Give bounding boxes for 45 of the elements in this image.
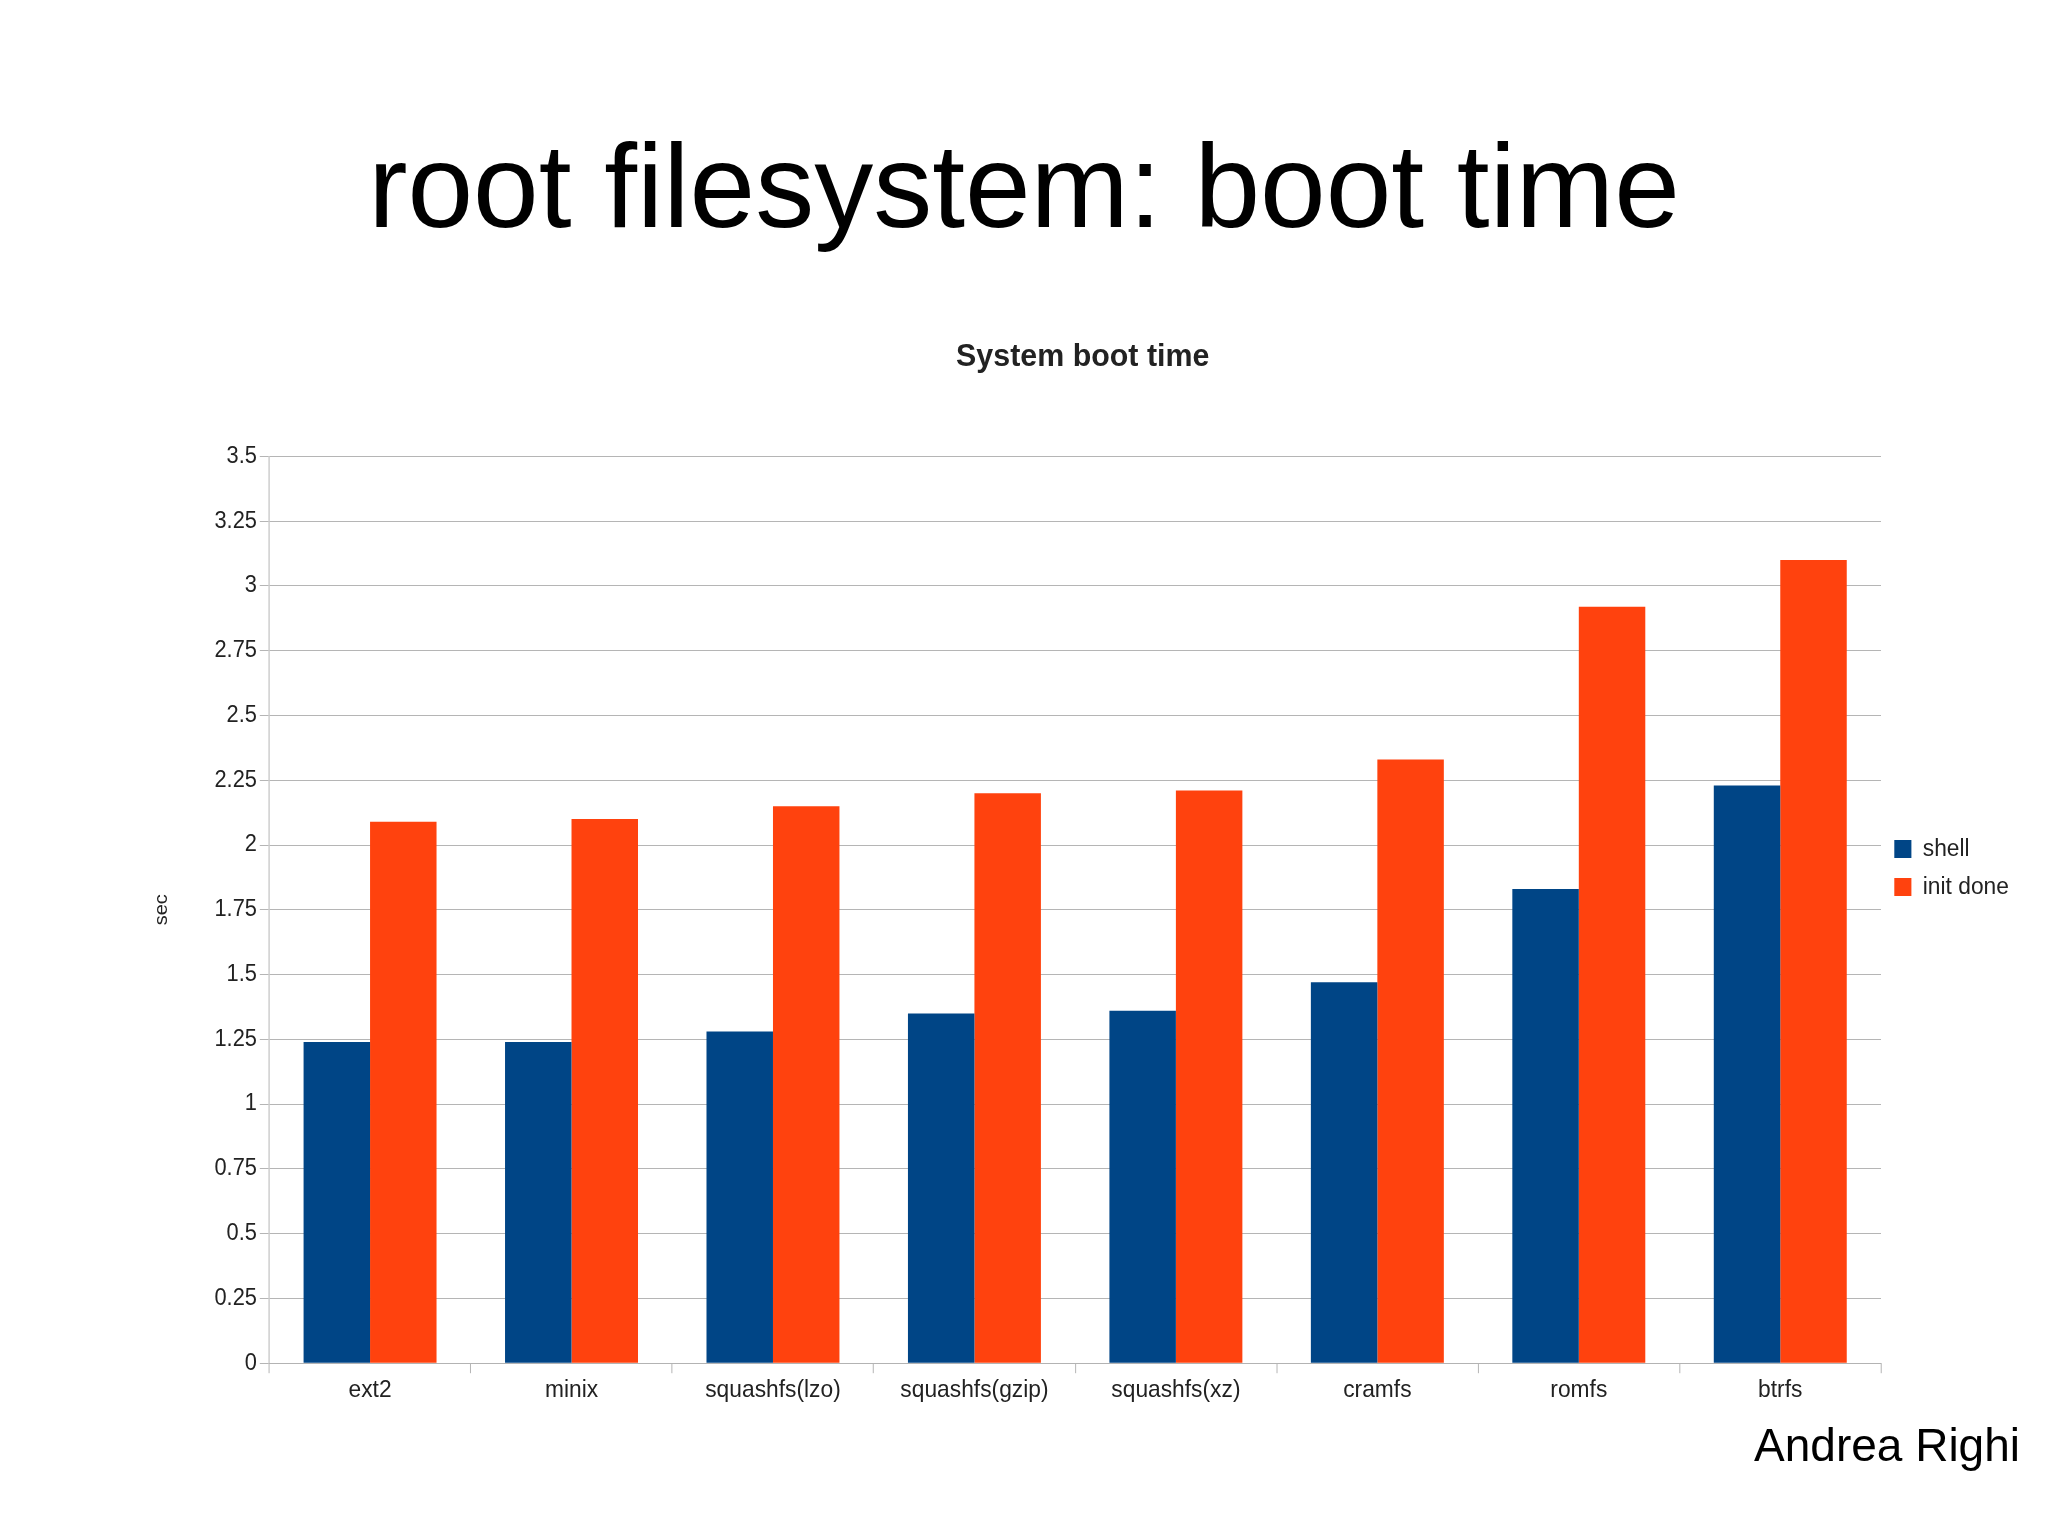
x-tick-label: btrfs: [1758, 1375, 1803, 1403]
x-tick-label: squashfs(gzip): [900, 1375, 1049, 1403]
bar: [1578, 606, 1646, 1363]
bar: [772, 806, 840, 1363]
x-tick-label: squashfs(xz): [1111, 1375, 1241, 1403]
x-tick-label: squashfs(lzo): [705, 1375, 841, 1403]
y-tick-label: 0: [244, 1349, 257, 1375]
y-tick-label: 1.75: [214, 895, 257, 922]
chart-title: root filesystem: boot time: [367, 119, 1681, 254]
y-tick-label: 3.25: [214, 507, 257, 533]
bar: [1109, 1010, 1176, 1363]
chart-subtitle: System boot time: [956, 337, 1210, 374]
y-tick-label: 2.5: [226, 701, 257, 727]
bar: [1310, 982, 1378, 1363]
bar: [303, 1041, 371, 1363]
legend-label: init done: [1922, 872, 2009, 899]
text: Andrea Righi: [1753, 1418, 2020, 1472]
bar: [706, 1031, 773, 1363]
bar: [1175, 790, 1243, 1363]
y-tick-label: 0.25: [214, 1284, 257, 1310]
y-tick-label: 0.5: [226, 1219, 257, 1246]
y-tick-label: 3.5: [226, 442, 257, 468]
bar: [1512, 889, 1579, 1363]
y-axis-title: sec: [149, 893, 172, 926]
bar: [974, 793, 1041, 1363]
y-tick-label: 1.25: [214, 1025, 257, 1051]
bar: [505, 1041, 572, 1363]
y-tick-label: 2.75: [214, 636, 257, 663]
y-tick-label: 2: [244, 830, 257, 857]
y-tick-label: 1.5: [226, 960, 257, 987]
x-tick-label: minix: [544, 1375, 599, 1403]
y-tick-label: 1: [244, 1089, 257, 1116]
bar: [1780, 560, 1847, 1363]
x-tick-label: ext2: [348, 1375, 392, 1403]
bar: [1377, 759, 1444, 1363]
bar: [907, 1013, 975, 1363]
legend-label: shell: [1922, 834, 1970, 861]
x-tick-label: romfs: [1550, 1375, 1608, 1403]
bar: [571, 819, 638, 1363]
bar: [1713, 785, 1781, 1363]
x-tick-label: cramfs: [1343, 1375, 1412, 1403]
y-tick-label: 0.75: [214, 1154, 257, 1181]
bar: [370, 821, 437, 1363]
y-tick-label: 2.25: [214, 766, 257, 792]
y-tick-label: 3: [244, 571, 257, 598]
